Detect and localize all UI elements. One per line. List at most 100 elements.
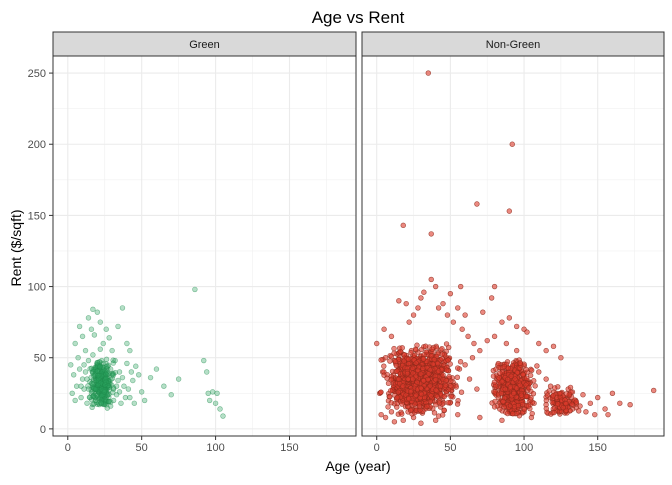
data-point <box>595 394 601 401</box>
data-point <box>525 403 532 409</box>
data-point <box>536 340 542 347</box>
data-point <box>82 347 89 354</box>
data-point <box>513 323 520 330</box>
data-point <box>413 360 419 366</box>
data-point <box>484 337 490 344</box>
data-point <box>400 417 406 424</box>
y-tick-label: 200 <box>28 139 46 151</box>
data-point <box>502 386 508 392</box>
data-point <box>428 393 434 399</box>
data-point <box>442 382 449 388</box>
data-point <box>103 375 109 381</box>
data-point <box>431 356 438 363</box>
data-point <box>73 383 80 389</box>
data-point <box>420 365 426 372</box>
data-point <box>506 208 513 214</box>
data-point <box>428 276 434 283</box>
data-point <box>88 374 94 381</box>
data-point <box>399 411 405 417</box>
data-point <box>125 386 132 392</box>
data-point <box>573 399 580 405</box>
data-point <box>550 343 557 350</box>
data-point <box>424 403 430 410</box>
data-point <box>496 375 502 381</box>
data-point <box>397 348 404 355</box>
data-point <box>499 378 505 385</box>
data-point <box>416 403 423 409</box>
data-point <box>70 372 77 378</box>
data-point <box>488 295 495 301</box>
data-point <box>387 393 393 400</box>
data-point <box>127 394 133 401</box>
data-point <box>508 373 515 379</box>
data-point <box>506 315 513 321</box>
data-point <box>414 379 420 386</box>
data-point <box>499 417 505 424</box>
data-point <box>217 406 223 412</box>
data-point <box>90 381 96 388</box>
data-point <box>490 373 497 379</box>
data-point <box>583 409 589 415</box>
data-point <box>455 411 461 418</box>
data-point <box>455 365 461 371</box>
data-point <box>448 378 454 384</box>
data-point <box>454 401 461 407</box>
data-point <box>418 391 425 398</box>
data-point <box>388 333 395 340</box>
data-point <box>76 366 83 372</box>
data-point <box>513 385 520 391</box>
data-point <box>396 376 402 383</box>
data-point <box>447 290 454 297</box>
data-point <box>445 399 451 406</box>
data-point <box>558 355 564 361</box>
data-point <box>130 377 136 384</box>
data-point <box>121 383 127 389</box>
data-point <box>103 361 109 367</box>
data-point <box>403 300 409 307</box>
facet-panel-non-green: Non-Green 0 50 100 150 <box>361 31 665 454</box>
data-point <box>116 389 123 395</box>
data-point <box>214 390 220 396</box>
data-point <box>530 378 537 384</box>
data-point <box>462 362 468 368</box>
data-point <box>527 372 534 379</box>
data-point <box>205 390 211 396</box>
data-point <box>113 383 120 389</box>
y-axis-label: Rent ($/sqft) <box>8 209 24 286</box>
data-point <box>605 411 611 418</box>
data-point <box>153 366 160 372</box>
data-point <box>510 411 516 417</box>
data-point <box>602 406 608 412</box>
data-point <box>78 394 84 401</box>
data-point <box>408 407 414 414</box>
data-point <box>521 406 528 413</box>
data-point <box>529 410 535 417</box>
facet-strip <box>52 31 357 57</box>
data-point <box>408 389 414 395</box>
data-point <box>432 417 439 424</box>
data-point <box>543 347 549 354</box>
data-point <box>110 357 116 363</box>
data-point <box>453 384 459 390</box>
data-point <box>432 283 439 290</box>
data-point <box>434 393 441 400</box>
data-point <box>100 340 106 347</box>
data-point <box>551 409 557 416</box>
data-point <box>569 401 575 407</box>
data-point <box>108 376 114 383</box>
data-point <box>415 305 421 311</box>
data-point <box>550 392 556 399</box>
panel-border <box>361 55 665 437</box>
data-point <box>528 367 535 374</box>
facet-strip <box>361 31 665 57</box>
data-point <box>387 358 393 364</box>
data-point <box>415 367 421 374</box>
data-point <box>84 400 90 406</box>
data-point <box>98 400 104 406</box>
x-tick-label: 0 <box>65 442 71 454</box>
data-point <box>394 394 400 401</box>
data-point <box>391 345 397 352</box>
data-point <box>79 376 86 382</box>
data-point <box>433 402 439 408</box>
data-point <box>445 357 451 363</box>
